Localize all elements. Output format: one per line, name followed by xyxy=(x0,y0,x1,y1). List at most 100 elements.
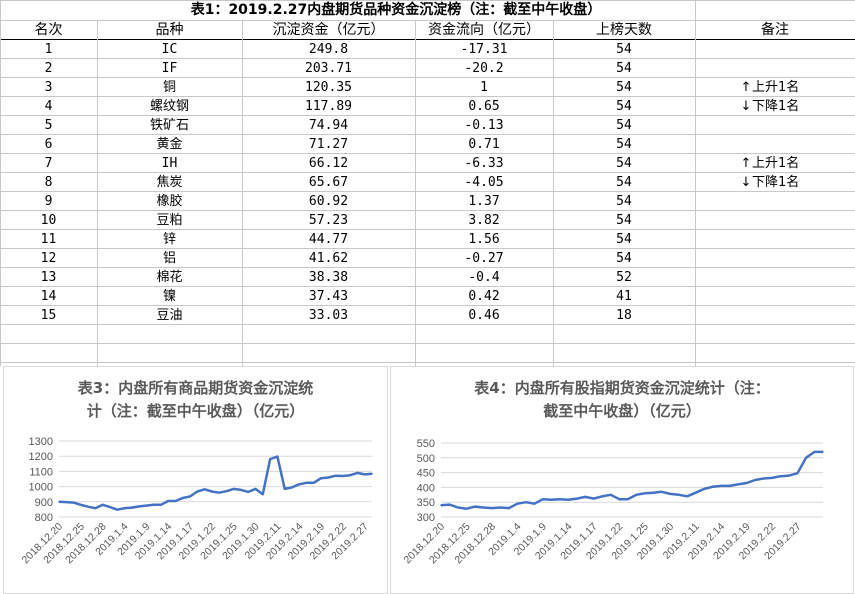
commodity-futures-chart: 表3：内盘所有商品期货资金沉淀统 计（注：截至中午收盘）（亿元） 800 900 1… xyxy=(3,366,388,594)
data-point xyxy=(80,504,82,506)
data-point xyxy=(276,455,279,458)
cell-capital: 44.77 xyxy=(308,232,349,247)
data-point xyxy=(298,483,301,486)
cell-capital: 249.8 xyxy=(308,42,349,57)
data-point xyxy=(356,472,359,474)
chart-title-line-1: 表3：内盘所有商品期货资金沉淀统 xyxy=(77,379,314,397)
cell-name: 镍 xyxy=(162,289,176,304)
index-line-chart-svg: 3003504004505005502018.12.202018.12.2520… xyxy=(401,438,824,566)
grid-vline xyxy=(553,21,554,366)
data-point xyxy=(813,451,816,453)
data-point xyxy=(779,475,782,477)
cell-flow: -0.4 xyxy=(468,270,500,285)
y-tick-label: 400 xyxy=(417,482,435,494)
data-point xyxy=(247,491,250,493)
spreadsheet-table: 表1：2019.2.27内盘期货品种资金沉淀榜（注：截至中午收盘） 名次 品种 沉淀… xyxy=(0,0,855,366)
data-point xyxy=(232,488,235,490)
data-point xyxy=(116,508,119,511)
cell-note: ↑上升1名 xyxy=(740,154,800,173)
data-point xyxy=(363,473,366,476)
arrow-up-icon: ↑ xyxy=(740,156,752,171)
cell-days: 54 xyxy=(616,99,632,114)
grid-hline xyxy=(0,39,855,40)
y-tick-label: 350 xyxy=(417,497,435,509)
grid-hline xyxy=(0,267,855,268)
data-point xyxy=(291,486,293,489)
data-point xyxy=(152,504,155,506)
data-point xyxy=(508,507,510,509)
y-tick-label: 300 xyxy=(417,512,435,524)
data-point xyxy=(482,506,485,509)
grid-hline xyxy=(0,191,855,192)
cell-flow: 0.65 xyxy=(468,99,500,114)
cell-flow: -17.31 xyxy=(460,42,508,57)
cell-days: 18 xyxy=(616,308,632,323)
data-point xyxy=(123,507,126,509)
index-futures-chart: 表4：内盘所有股指期货资金沉淀统计（注： 截至中午收盘）（亿元） 300 350 4… xyxy=(390,366,854,594)
header-flow: 资金流向（亿元） xyxy=(428,22,540,38)
data-point xyxy=(94,507,97,509)
data-point xyxy=(550,499,553,501)
cell-flow: 1 xyxy=(480,80,488,95)
cell-rank: 9 xyxy=(44,194,53,209)
y-tick-label: 550 xyxy=(417,438,435,450)
cell-days: 54 xyxy=(616,61,632,76)
header-rank: 名次 xyxy=(34,22,63,38)
grid-hline xyxy=(0,172,855,173)
cell-days: 54 xyxy=(616,175,632,190)
cell-capital: 74.94 xyxy=(308,118,349,133)
grid-hline xyxy=(0,324,855,325)
header-note: 备注 xyxy=(761,22,789,38)
data-point xyxy=(728,485,731,487)
grid-hline xyxy=(0,229,855,230)
cell-capital: 120.35 xyxy=(305,80,352,95)
data-point xyxy=(754,479,756,481)
grid-vline xyxy=(695,0,696,366)
cell-flow: -4.05 xyxy=(464,175,504,190)
data-point xyxy=(525,501,527,503)
data-point xyxy=(327,476,330,479)
cell-name: 橡胶 xyxy=(156,194,183,209)
y-tick-label: 450 xyxy=(417,468,435,480)
grid-hline xyxy=(0,96,855,97)
y-tick-label: 500 xyxy=(417,453,435,465)
data-point xyxy=(491,507,493,509)
data-point xyxy=(87,505,89,508)
data-point xyxy=(805,457,807,459)
cell-rank: 1 xyxy=(44,42,53,57)
header-name: 品种 xyxy=(155,22,184,38)
note-text: 上升1名 xyxy=(752,80,800,95)
cell-name: 棉花 xyxy=(156,270,183,285)
cell-capital: 65.67 xyxy=(308,175,349,190)
grid-hline xyxy=(0,77,855,78)
data-point xyxy=(65,501,68,503)
data-point xyxy=(762,477,765,480)
cell-name: 螺纹钢 xyxy=(149,99,189,114)
cell-days: 54 xyxy=(616,156,632,171)
grid-hline xyxy=(0,20,855,21)
data-point xyxy=(174,500,177,502)
data-point xyxy=(342,475,344,477)
data-point xyxy=(635,494,638,496)
cell-rank: 5 xyxy=(44,118,53,133)
cell-days: 54 xyxy=(616,80,632,95)
grid-hline xyxy=(0,134,855,135)
data-point xyxy=(371,472,373,475)
data-point xyxy=(58,501,60,503)
data-point xyxy=(542,498,544,501)
data-point xyxy=(196,490,199,493)
data-point xyxy=(584,496,587,498)
grid-hline xyxy=(0,153,855,154)
cell-capital: 117.89 xyxy=(305,99,352,114)
y-tick-label: 900 xyxy=(35,497,53,509)
cell-name: IF xyxy=(161,61,178,76)
grid-hline xyxy=(0,343,855,344)
grid-vline xyxy=(415,21,416,366)
data-point xyxy=(652,491,655,494)
data-point xyxy=(686,495,688,498)
data-point xyxy=(720,485,722,487)
data-point xyxy=(189,495,191,498)
data-point xyxy=(567,499,570,501)
cell-days: 54 xyxy=(616,137,632,152)
grid-hline xyxy=(0,248,855,249)
